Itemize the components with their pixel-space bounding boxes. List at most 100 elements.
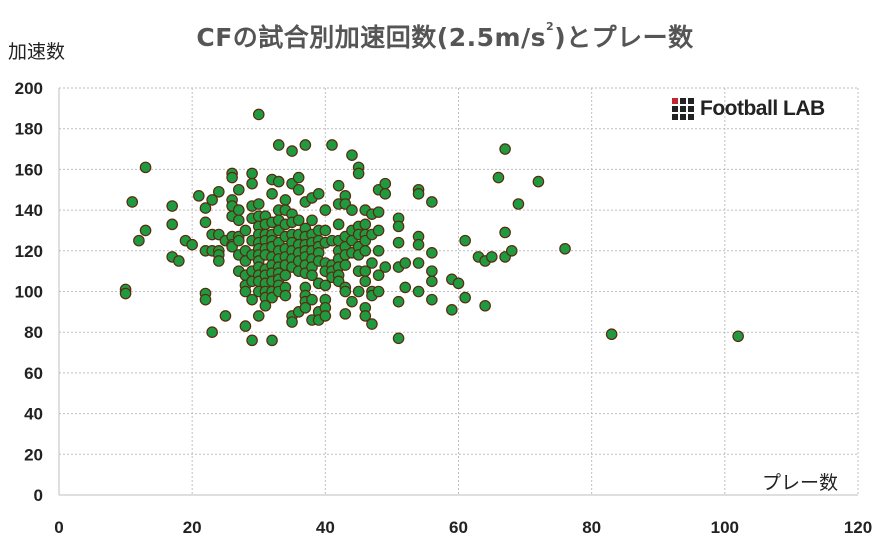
- data-point: [292, 183, 305, 196]
- data-point: [239, 320, 252, 332]
- y-tick-label: 0: [34, 486, 43, 505]
- y-axis-label: 加速数: [8, 41, 66, 63]
- data-point: [232, 214, 245, 227]
- data-point: [372, 285, 385, 298]
- data-point: [426, 247, 438, 259]
- data-point: [199, 293, 212, 306]
- data-point: [199, 216, 212, 229]
- data-point: [306, 214, 318, 227]
- data-point: [246, 334, 258, 347]
- data-point: [392, 295, 405, 308]
- data-point: [559, 242, 571, 255]
- data-point: [366, 318, 378, 330]
- data-point: [459, 291, 471, 304]
- data-point: [499, 226, 511, 239]
- x-tick-label: 0: [54, 518, 63, 537]
- data-point: [512, 198, 525, 210]
- data-point: [326, 139, 338, 151]
- data-point: [213, 185, 225, 198]
- data-point: [206, 194, 218, 206]
- data-point: [119, 287, 132, 300]
- y-tick-label: 100: [15, 283, 43, 302]
- x-tick-label: 80: [582, 518, 601, 537]
- data-point: [446, 304, 458, 316]
- data-point: [392, 236, 405, 249]
- data-point: [319, 224, 332, 237]
- x-tick-label: 120: [844, 518, 872, 537]
- data-point: [166, 218, 178, 231]
- y-tick-label: 180: [15, 120, 43, 139]
- data-point: [306, 269, 318, 282]
- x-tick-label: 60: [449, 518, 468, 537]
- data-point: [133, 234, 145, 247]
- data-point: [219, 310, 232, 322]
- data-point: [372, 206, 385, 218]
- data-point: [272, 139, 285, 151]
- data-point: [292, 171, 305, 184]
- data-point: [412, 285, 425, 298]
- data-point: [286, 316, 298, 328]
- data-point: [252, 108, 265, 121]
- x-tick-label: 100: [711, 518, 739, 537]
- data-point: [279, 289, 292, 302]
- data-point: [312, 188, 325, 200]
- data-point: [279, 269, 292, 282]
- data-point: [226, 171, 238, 184]
- data-point: [379, 261, 392, 273]
- data-point: [139, 161, 152, 174]
- data-point: [239, 285, 252, 298]
- data-point: [332, 218, 345, 231]
- data-point: [426, 293, 438, 306]
- data-point: [252, 198, 265, 210]
- chart-title-main: CFの試合別加速回数(2.5m/s: [196, 23, 547, 52]
- data-point: [259, 299, 272, 312]
- data-point: [339, 259, 352, 271]
- data-point: [352, 285, 365, 298]
- data-point: [372, 224, 385, 237]
- data-point: [359, 245, 372, 257]
- data-point: [412, 238, 425, 251]
- data-point: [173, 255, 185, 267]
- x-axis-label: プレー数: [762, 472, 839, 494]
- data-point: [319, 279, 332, 292]
- data-point: [732, 330, 744, 343]
- data-point: [266, 334, 278, 347]
- data-point: [232, 234, 245, 247]
- y-tick-label: 200: [15, 79, 43, 98]
- data-point: [372, 245, 385, 257]
- data-point: [239, 224, 252, 237]
- data-point: [359, 218, 372, 231]
- data-point: [485, 251, 498, 263]
- data-point: [126, 196, 139, 208]
- data-point: [346, 204, 358, 216]
- data-point: [392, 332, 405, 345]
- y-tick-label: 40: [24, 405, 43, 424]
- data-point: [139, 224, 152, 237]
- data-point: [359, 275, 372, 288]
- y-tick-label: 160: [15, 160, 43, 179]
- data-point: [246, 293, 258, 306]
- data-point: [479, 299, 491, 312]
- data-point: [346, 149, 358, 161]
- data-point: [332, 179, 345, 192]
- data-point: [492, 171, 505, 184]
- data-point: [505, 245, 518, 257]
- data-point: [452, 277, 465, 290]
- chart-title-end: )とプレー数: [554, 23, 694, 52]
- data-point: [379, 177, 392, 190]
- data-point: [346, 295, 358, 308]
- data-point: [399, 281, 412, 294]
- football-lab-logo: Football LAB: [672, 97, 825, 121]
- data-point: [206, 326, 218, 338]
- data-point: [252, 310, 265, 322]
- logo-grid-icon: [672, 98, 694, 120]
- y-tick-label: 60: [24, 364, 43, 383]
- data-point: [379, 188, 392, 200]
- data-point: [319, 204, 332, 216]
- x-tick-label: 40: [316, 518, 335, 537]
- data-point: [299, 139, 312, 151]
- data-point: [412, 257, 425, 269]
- data-point: [532, 175, 545, 188]
- data-point: [166, 200, 178, 212]
